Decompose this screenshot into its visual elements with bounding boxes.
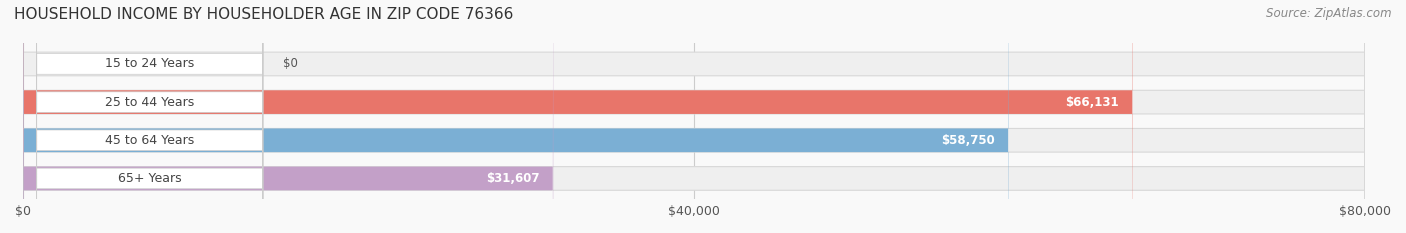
FancyBboxPatch shape — [37, 0, 263, 233]
Text: $66,131: $66,131 — [1066, 96, 1119, 109]
FancyBboxPatch shape — [22, 0, 1132, 233]
Text: $31,607: $31,607 — [486, 172, 540, 185]
Text: 25 to 44 Years: 25 to 44 Years — [105, 96, 194, 109]
FancyBboxPatch shape — [22, 0, 1008, 233]
Text: Source: ZipAtlas.com: Source: ZipAtlas.com — [1267, 7, 1392, 20]
Text: $58,750: $58,750 — [942, 134, 995, 147]
FancyBboxPatch shape — [22, 0, 553, 233]
FancyBboxPatch shape — [37, 0, 263, 233]
FancyBboxPatch shape — [22, 0, 1365, 233]
FancyBboxPatch shape — [37, 0, 263, 233]
Text: $0: $0 — [283, 58, 298, 70]
FancyBboxPatch shape — [22, 0, 1365, 233]
Text: 65+ Years: 65+ Years — [118, 172, 181, 185]
Text: HOUSEHOLD INCOME BY HOUSEHOLDER AGE IN ZIP CODE 76366: HOUSEHOLD INCOME BY HOUSEHOLDER AGE IN Z… — [14, 7, 513, 22]
Text: 15 to 24 Years: 15 to 24 Years — [105, 58, 194, 70]
Text: 45 to 64 Years: 45 to 64 Years — [105, 134, 194, 147]
FancyBboxPatch shape — [22, 0, 1365, 233]
FancyBboxPatch shape — [22, 0, 1365, 233]
FancyBboxPatch shape — [37, 0, 263, 233]
